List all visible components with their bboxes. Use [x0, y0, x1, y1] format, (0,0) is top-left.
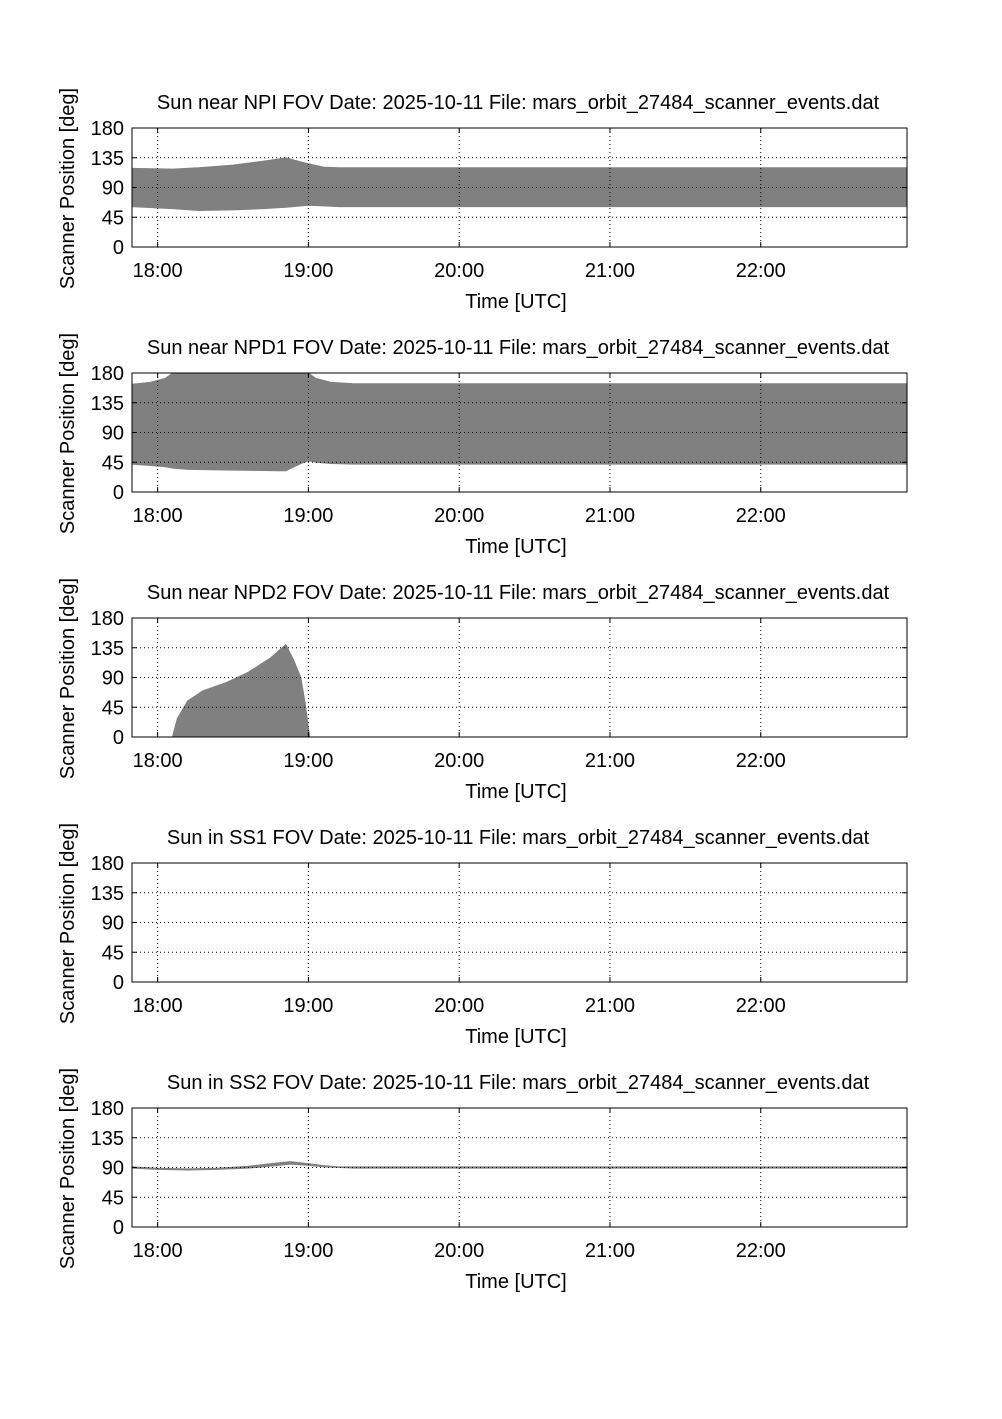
y-tick-label: 135: [91, 883, 124, 905]
y-tick-label: 90: [102, 178, 124, 200]
scanner-band-series: [131, 157, 908, 212]
y-tick-label: 135: [91, 1128, 124, 1150]
x-tick-label: 19:00: [283, 750, 333, 772]
scanner-band-series: [131, 1161, 908, 1171]
x-axis-label: Time [UTC]: [465, 291, 566, 313]
x-tick-label: 18:00: [133, 260, 183, 282]
chart-title: Sun in SS1 FOV Date: 2025-10-11 File: ma…: [167, 827, 870, 849]
y-axis-label: Scanner Position [deg]: [57, 823, 79, 1024]
y-tick-label: 135: [91, 638, 124, 660]
y-tick-label: 90: [102, 1158, 124, 1180]
y-tick-label: 180: [91, 1098, 124, 1120]
x-tick-label: 19:00: [283, 1240, 333, 1262]
chart-panel-2: 18:00 19:00 20:00 21:00 22:00 0 45 90 135 180 Sun …: [57, 333, 908, 558]
x-axis-label: Time [UTC]: [465, 536, 566, 558]
chart-panel-4: 18:00 19:00 20:00 21:00 22:00 0 45 90 135 180 Sun …: [57, 823, 908, 1048]
y-axis-label: Scanner Position [deg]: [57, 88, 79, 289]
y-tick-label: 135: [91, 393, 124, 415]
x-tick-label: 20:00: [434, 1240, 484, 1262]
x-tick-label: 19:00: [283, 260, 333, 282]
x-tick-label: 19:00: [283, 505, 333, 527]
y-tick-label: 180: [91, 608, 124, 630]
x-tick-label: 22:00: [736, 260, 786, 282]
y-tick-label: 90: [102, 423, 124, 445]
x-tick-label: 20:00: [434, 750, 484, 772]
x-tick-label: 20:00: [434, 505, 484, 527]
y-axis-label: Scanner Position [deg]: [57, 578, 79, 779]
y-axis-label: Scanner Position [deg]: [57, 333, 79, 534]
chart-title: Sun near NPD2 FOV Date: 2025-10-11 File:…: [147, 582, 890, 604]
y-tick-label: 45: [102, 942, 124, 964]
scanner-band-series: [172, 643, 311, 738]
x-axis-label: Time [UTC]: [465, 1026, 566, 1048]
y-tick-label: 0: [113, 237, 124, 259]
y-tick-label: 45: [102, 207, 124, 229]
x-tick-label: 21:00: [585, 995, 635, 1017]
x-tick-label: 21:00: [585, 750, 635, 772]
chart-title: Sun near NPI FOV Date: 2025-10-11 File: …: [157, 92, 880, 114]
chart-panel-5: 18:00 19:00 20:00 21:00 22:00 0 45 90 135 180 Sun …: [57, 1068, 908, 1293]
x-axis-label: Time [UTC]: [465, 781, 566, 803]
y-tick-label: 45: [102, 1187, 124, 1209]
x-tick-label: 22:00: [736, 505, 786, 527]
y-axis-label: Scanner Position [deg]: [57, 1068, 79, 1269]
y-tick-label: 45: [102, 697, 124, 719]
x-tick-label: 19:00: [283, 995, 333, 1017]
y-tick-label: 90: [102, 913, 124, 935]
y-tick-label: 0: [113, 1217, 124, 1239]
chart-panel-1: 18:00 19:00 20:00 21:00 22:00 0 45 90 135 180 Sun …: [57, 88, 908, 313]
x-tick-label: 18:00: [133, 750, 183, 772]
x-tick-label: 22:00: [736, 1240, 786, 1262]
x-tick-label: 20:00: [434, 260, 484, 282]
x-tick-label: 21:00: [585, 1240, 635, 1262]
y-tick-label: 0: [113, 482, 124, 504]
y-tick-label: 180: [91, 363, 124, 385]
x-tick-label: 21:00: [585, 260, 635, 282]
x-tick-label: 18:00: [133, 505, 183, 527]
x-tick-label: 22:00: [736, 995, 786, 1017]
chart-title: Sun near NPD1 FOV Date: 2025-10-11 File:…: [147, 337, 890, 359]
y-tick-label: 90: [102, 668, 124, 690]
x-tick-label: 18:00: [133, 1240, 183, 1262]
chart-panel-3: 18:00 19:00 20:00 21:00 22:00 0 45 90 135 180 Sun …: [57, 578, 908, 803]
y-tick-label: 0: [113, 727, 124, 749]
y-tick-label: 180: [91, 118, 124, 140]
y-tick-label: 0: [113, 972, 124, 994]
y-tick-label: 45: [102, 452, 124, 474]
y-tick-label: 135: [91, 148, 124, 170]
x-axis-label: Time [UTC]: [465, 1271, 566, 1293]
x-tick-label: 18:00: [133, 995, 183, 1017]
chart-title: Sun in SS2 FOV Date: 2025-10-11 File: ma…: [167, 1072, 870, 1094]
x-tick-label: 21:00: [585, 505, 635, 527]
x-tick-label: 20:00: [434, 995, 484, 1017]
x-tick-label: 22:00: [736, 750, 786, 772]
scanner-band-series: [131, 372, 908, 472]
y-tick-label: 180: [91, 853, 124, 875]
